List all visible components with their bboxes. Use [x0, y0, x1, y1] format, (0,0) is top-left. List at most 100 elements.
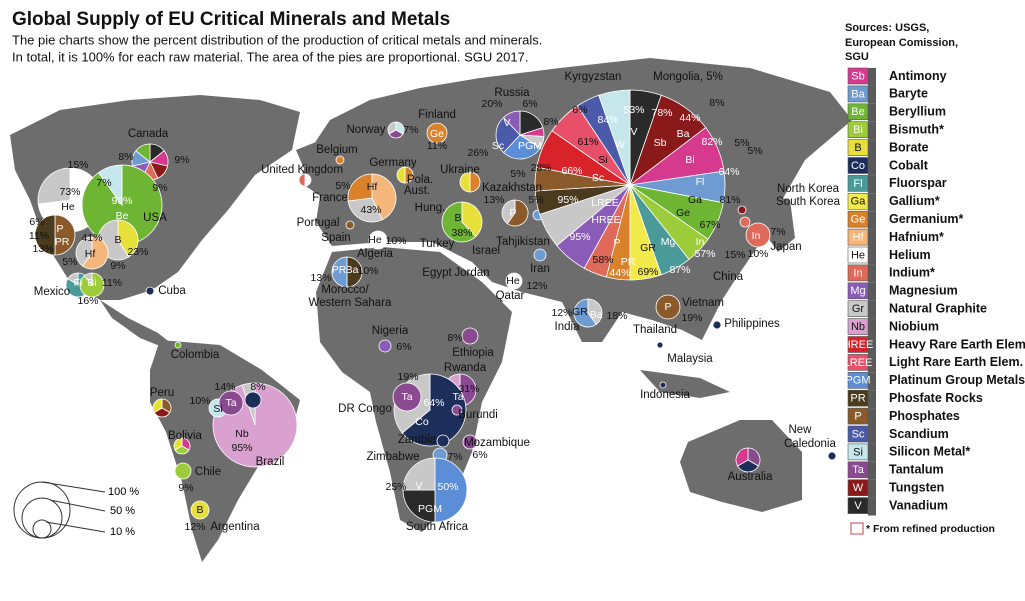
legend-band — [868, 175, 876, 194]
pie-label: 78% — [651, 107, 672, 119]
pie-label: 8% — [250, 381, 265, 393]
pie-label: 19% — [681, 312, 702, 324]
pie-label: 6% — [522, 98, 537, 110]
pie-label: Be — [116, 210, 129, 222]
legend-band — [868, 408, 876, 426]
pie — [655, 294, 681, 320]
pie-slice — [737, 459, 759, 473]
pie-label: 69% — [637, 266, 658, 278]
pie-label: V — [503, 117, 510, 129]
country-label: Mozambique — [464, 437, 530, 449]
legend-code: Ba — [851, 88, 865, 100]
pie-label: He — [61, 201, 75, 213]
pie — [737, 205, 747, 215]
country-label: China — [713, 271, 744, 283]
legend-code: Nb — [851, 321, 865, 333]
country-label: Hung. — [415, 202, 446, 214]
pie-label: B — [196, 504, 203, 516]
pie-slice — [54, 214, 76, 256]
pie-label: 12% — [526, 280, 547, 292]
pie-slice — [97, 164, 123, 207]
pie-label: 26% — [467, 147, 488, 159]
country-label: Philippines — [724, 318, 780, 330]
pie-label: Bi — [87, 277, 96, 289]
country-label: Mongolia, 5% — [653, 71, 723, 83]
pie-label: 95% — [557, 194, 578, 206]
country-label: Belgium — [316, 144, 358, 156]
pie — [174, 462, 192, 480]
pie-slice — [331, 256, 348, 288]
legend-band — [868, 336, 876, 355]
legend-band — [868, 282, 876, 301]
pie-label: 9% — [110, 260, 125, 272]
legend-band — [868, 443, 876, 462]
pie — [218, 390, 244, 416]
legend-band — [868, 426, 876, 444]
legend-code: P — [854, 411, 861, 423]
pie-slice — [298, 173, 306, 187]
pie-slice — [503, 134, 541, 160]
legend-code: Gr — [852, 303, 865, 315]
pie-label: 11% — [29, 230, 49, 242]
pie-label: 15% — [67, 159, 88, 171]
country-label: South Korea — [776, 196, 841, 208]
pie-label: 25% — [385, 481, 406, 493]
pie — [145, 286, 155, 296]
legend-code: Ta — [852, 464, 865, 476]
subtitle: In total, it is 100% for each raw materi… — [12, 49, 528, 64]
legend-name: Bismuth* — [889, 122, 944, 136]
pie-label: Fl — [696, 176, 705, 188]
pie-label: 11% — [427, 140, 447, 152]
pie-label: Hf — [367, 181, 378, 193]
pie-slice — [434, 457, 468, 523]
legend-name: Beryllium — [889, 105, 946, 119]
country-label: Aust. — [404, 185, 430, 197]
legend-name: Light Rare Earth Elem. — [889, 355, 1023, 369]
legend-code: Mg — [850, 285, 865, 297]
pie-label: GR — [640, 242, 656, 254]
pie-label: 10% — [385, 235, 406, 247]
pie-label: 64% — [423, 397, 444, 409]
pie-slice — [34, 214, 56, 256]
pie-label: 18% — [606, 310, 627, 322]
pie-slice — [67, 272, 79, 286]
pie-slice — [401, 373, 467, 447]
legend-code: Bi — [853, 124, 863, 136]
pie-label: LREE — [591, 197, 618, 209]
pie-label: PR — [332, 264, 347, 276]
pie-label: 20% — [481, 98, 502, 110]
pie-slice — [503, 110, 521, 137]
pie-label: Sb — [654, 137, 667, 149]
pie-slice — [459, 171, 471, 193]
pie-label: In — [752, 230, 761, 242]
pie-label: P — [613, 237, 620, 249]
pie-slice — [387, 121, 397, 135]
pie-label: V — [415, 480, 422, 492]
size-key-label: 100 % — [108, 486, 139, 498]
pie — [190, 500, 210, 520]
pie-label: Si — [213, 403, 222, 415]
pie-label: 9% — [178, 482, 193, 494]
legend-code: In — [853, 267, 862, 279]
legend-name: Phosfate Rocks — [889, 391, 983, 405]
pie — [335, 155, 345, 165]
legend-code: HREE — [843, 339, 874, 351]
pie-label: 38% — [451, 227, 472, 239]
country-label: Nigeria — [372, 325, 409, 337]
pie-slice — [404, 166, 414, 184]
country-label: North Korea — [777, 183, 840, 195]
legend-name: Magnesium — [889, 284, 958, 298]
pie-slice — [402, 489, 436, 523]
pie-label: 12% — [184, 521, 205, 533]
legend-name: Gallium* — [889, 194, 940, 208]
pie-slice — [371, 173, 397, 221]
country-label: Western Sahara — [309, 297, 392, 309]
legend-name: Niobium — [889, 319, 939, 333]
pie-label: 31% — [458, 383, 479, 395]
pie-slice — [79, 272, 105, 298]
pie-label: Ta — [401, 391, 412, 403]
legend-code: Fl — [853, 178, 862, 190]
pie-label: 13% — [32, 243, 53, 255]
country-label: Bolivia — [168, 430, 202, 442]
pie-slice — [347, 197, 383, 223]
